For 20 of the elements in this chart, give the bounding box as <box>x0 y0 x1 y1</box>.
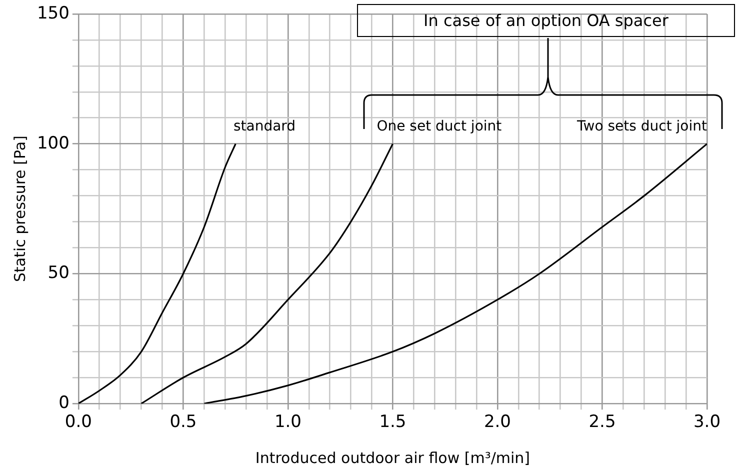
series-label: standard <box>233 118 296 135</box>
x-tick-label: 0.5 <box>170 412 197 432</box>
line-series <box>78 143 236 404</box>
x-tick-label: 1.5 <box>379 412 406 432</box>
y-tick-label: 150 <box>36 3 70 24</box>
x-tick-label: 0.0 <box>64 412 92 432</box>
line-series <box>140 143 394 404</box>
x-tick-label: 2.5 <box>588 412 616 432</box>
series-label: Two sets duct joint <box>576 118 708 135</box>
x-tick-label: 1.0 <box>274 412 302 432</box>
y-tick-label: 100 <box>36 133 70 154</box>
line-series <box>203 143 707 404</box>
series-label: One set duct joint <box>376 118 502 135</box>
y-axis-title: Static pressure [Pa] <box>10 136 29 282</box>
x-axis-title: Introduced outdoor air flow [m³/min] <box>255 448 530 467</box>
y-tick-label: 50 <box>48 263 70 284</box>
x-tick-label: 3.0 <box>693 412 721 432</box>
y-tick-label: 0 <box>58 393 70 414</box>
annotation: In case of an option OA spacer <box>357 4 735 37</box>
x-tick-label: 2.0 <box>484 412 512 432</box>
